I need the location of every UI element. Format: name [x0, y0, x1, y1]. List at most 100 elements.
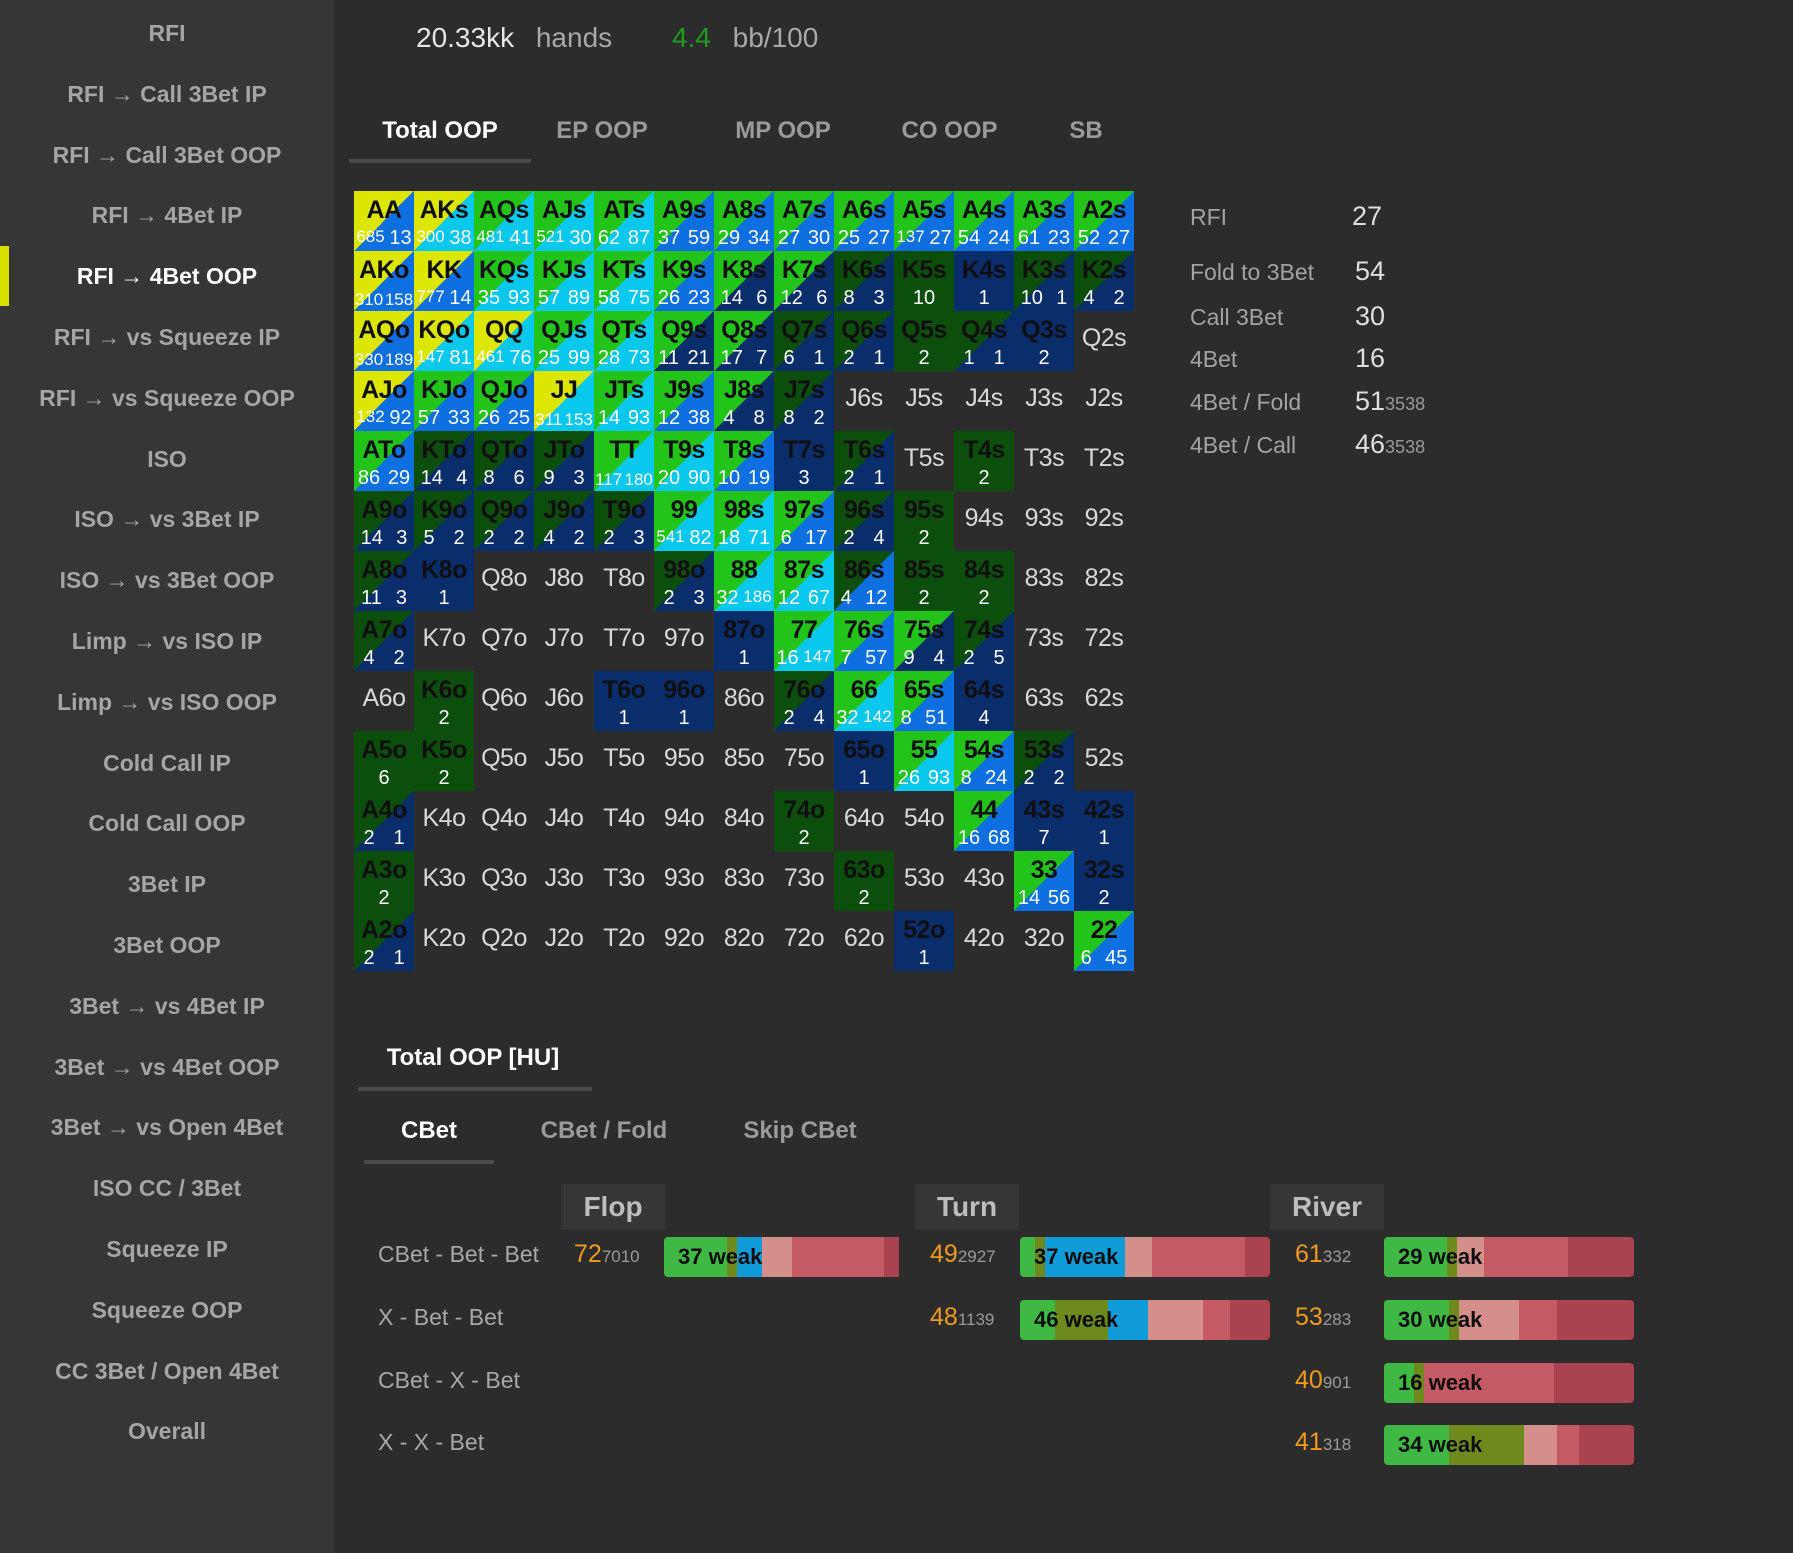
range-cell[interactable]: 64o — [834, 791, 894, 851]
range-cell[interactable]: J8o — [534, 551, 594, 611]
range-cell[interactable]: T6o 1 — [594, 671, 654, 731]
hand-strength-bar[interactable]: 37 weak — [664, 1237, 914, 1277]
range-cell[interactable]: 65s 8 51 — [894, 671, 954, 731]
hand-strength-bar[interactable]: 29 weak — [1384, 1237, 1634, 1277]
range-cell[interactable]: KJs 57 89 — [534, 251, 594, 311]
sidebar-item[interactable]: RFI → Call 3Bet OOP — [52, 141, 282, 168]
range-cell[interactable]: K6o 2 — [414, 671, 474, 731]
range-cell[interactable]: KK 777 14 — [414, 251, 474, 311]
range-cell[interactable]: 73s — [1014, 611, 1074, 671]
range-cell[interactable]: K3s 10 1 — [1014, 251, 1074, 311]
range-cell[interactable]: A9s 37 59 — [654, 191, 714, 251]
range-cell[interactable]: T4o — [594, 791, 654, 851]
range-cell[interactable]: A8o 11 3 — [354, 551, 414, 611]
range-cell[interactable]: J3s — [1014, 371, 1074, 431]
range-cell[interactable]: J3o — [534, 851, 594, 911]
sidebar-item[interactable]: CC 3Bet / Open 4Bet — [55, 1357, 279, 1384]
range-cell[interactable]: A4o 2 1 — [354, 791, 414, 851]
range-cell[interactable]: KTo 14 4 — [414, 431, 474, 491]
range-cell[interactable]: 73o — [774, 851, 834, 911]
range-cell[interactable]: 97s 6 17 — [774, 491, 834, 551]
range-cell[interactable]: Q7s 6 1 — [774, 311, 834, 371]
range-cell[interactable]: Q8o — [474, 551, 534, 611]
range-cell[interactable]: 86s 4 12 — [834, 551, 894, 611]
postflop-sub-tab[interactable]: Skip CBet — [743, 1117, 857, 1144]
range-cell[interactable]: ATs 62 87 — [594, 191, 654, 251]
sidebar-item[interactable]: ISO CC / 3Bet — [92, 1175, 242, 1202]
hand-strength-bar[interactable]: 37 weak — [1020, 1237, 1270, 1277]
range-cell[interactable]: A9o 14 3 — [354, 491, 414, 551]
range-cell[interactable]: 64s 4 — [954, 671, 1014, 731]
range-cell[interactable]: K4o — [414, 791, 474, 851]
range-cell[interactable]: T4s 2 — [954, 431, 1014, 491]
range-cell[interactable]: T8o — [594, 551, 654, 611]
range-cell[interactable]: AKo 310 158 — [354, 251, 414, 311]
range-cell[interactable]: A7s 27 30 — [774, 191, 834, 251]
range-cell[interactable]: TT 117 180 — [594, 431, 654, 491]
section-tab-total-oop-hu[interactable]: Total OOP [HU] — [386, 1044, 560, 1071]
range-cell[interactable]: 86o — [714, 671, 774, 731]
range-cell[interactable]: QQ 461 76 — [474, 311, 534, 371]
sidebar-item[interactable]: RFI → Call 3Bet IP — [67, 80, 267, 107]
range-cell[interactable]: 87o 1 — [714, 611, 774, 671]
position-tab[interactable]: MP OOP — [735, 117, 831, 144]
range-cell[interactable]: A8s 29 34 — [714, 191, 774, 251]
sidebar-item[interactable]: Squeeze IP — [106, 1236, 228, 1262]
range-cell[interactable]: KQo 147 81 — [414, 311, 474, 371]
range-cell[interactable]: 55 26 93 — [894, 731, 954, 791]
range-cell[interactable]: J2o — [534, 911, 594, 971]
hand-strength-bar[interactable]: 34 weak — [1384, 1425, 1634, 1465]
range-cell[interactable]: 54s 8 24 — [954, 731, 1014, 791]
range-cell[interactable]: T3s — [1014, 431, 1074, 491]
range-cell[interactable]: Q7o — [474, 611, 534, 671]
range-cell[interactable]: J4o — [534, 791, 594, 851]
range-cell[interactable]: J5o — [534, 731, 594, 791]
range-cell[interactable]: A7o 4 2 — [354, 611, 414, 671]
range-cell[interactable]: T5o — [594, 731, 654, 791]
range-cell[interactable]: 95o — [654, 731, 714, 791]
range-cell[interactable]: J8s 4 8 — [714, 371, 774, 431]
range-cell[interactable]: QJs 25 99 — [534, 311, 594, 371]
range-cell[interactable]: ATo 86 29 — [354, 431, 414, 491]
range-cell[interactable]: KTs 58 75 — [594, 251, 654, 311]
range-cell[interactable]: 62o — [834, 911, 894, 971]
range-cell[interactable]: Q8s 17 7 — [714, 311, 774, 371]
range-cell[interactable]: JJ 311 153 — [534, 371, 594, 431]
range-cell[interactable]: 82s — [1074, 551, 1134, 611]
postflop-sub-tab[interactable]: CBet / Fold — [540, 1117, 668, 1144]
range-cell[interactable]: 52s — [1074, 731, 1134, 791]
position-tab[interactable]: SB — [1069, 117, 1103, 144]
range-cell[interactable]: Q4o — [474, 791, 534, 851]
range-cell[interactable]: 75s 9 4 — [894, 611, 954, 671]
range-cell[interactable]: J9o 4 2 — [534, 491, 594, 551]
sidebar-item[interactable]: Limp → vs ISO IP — [71, 628, 263, 654]
range-cell[interactable]: 43s 7 — [1014, 791, 1074, 851]
hand-strength-bar[interactable]: 30 weak — [1384, 1300, 1634, 1340]
range-cell[interactable]: JTo 9 3 — [534, 431, 594, 491]
range-cell[interactable]: K5o 2 — [414, 731, 474, 791]
range-cell[interactable]: T5s — [894, 431, 954, 491]
sidebar-item[interactable]: ISO → vs 3Bet IP — [74, 506, 260, 533]
range-cell[interactable]: JTs 14 93 — [594, 371, 654, 431]
range-cell[interactable]: J7o — [534, 611, 594, 671]
sidebar-item[interactable]: Squeeze OOP — [91, 1296, 243, 1323]
range-cell[interactable]: K7o — [414, 611, 474, 671]
range-cell[interactable]: Q4s 1 1 — [954, 311, 1014, 371]
postflop-sub-tab[interactable]: CBet — [400, 1117, 457, 1144]
range-cell[interactable]: A2s 52 27 — [1074, 191, 1134, 251]
range-cell[interactable]: 88 32 186 — [714, 551, 774, 611]
position-tab[interactable]: Total OOP — [382, 117, 498, 144]
range-cell[interactable]: AKs 300 38 — [414, 191, 474, 251]
range-cell[interactable]: T9o 2 3 — [594, 491, 654, 551]
range-cell[interactable]: 53o — [894, 851, 954, 911]
range-cell[interactable]: A5o 6 — [354, 731, 414, 791]
range-cell[interactable]: 76s 7 57 — [834, 611, 894, 671]
range-cell[interactable]: Q5o — [474, 731, 534, 791]
range-cell[interactable]: QJo 26 25 — [474, 371, 534, 431]
sidebar-item[interactable]: RFI → vs Squeeze IP — [53, 324, 281, 350]
range-cell[interactable]: Q3s 2 — [1014, 311, 1074, 371]
position-tab[interactable]: CO OOP — [901, 117, 998, 144]
range-cell[interactable]: 32o — [1014, 911, 1074, 971]
range-cell[interactable]: K2o — [414, 911, 474, 971]
sidebar-item[interactable]: Overall — [128, 1418, 206, 1445]
